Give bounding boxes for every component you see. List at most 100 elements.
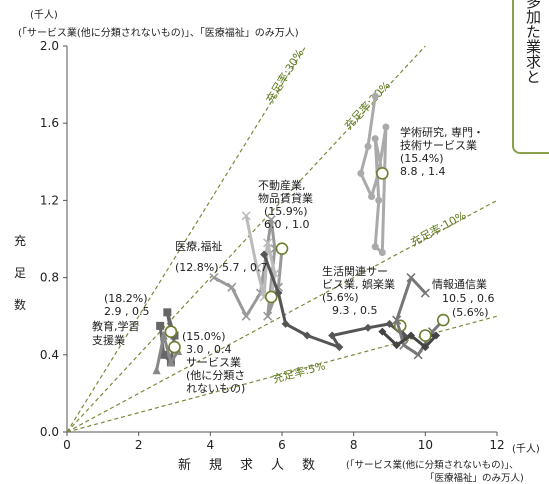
annotation-label: (12.8%): [175, 261, 219, 274]
x-unit: (千人): [512, 443, 540, 455]
y-tick-label: 0.4: [40, 348, 59, 362]
annotation-label: 5.7 , 0.7: [222, 261, 267, 274]
y-ticks: 0.0 0.4 0.8 1.2 1.6 2.0: [40, 39, 67, 439]
annotation-label: ビス業, 娯楽業: [322, 277, 395, 291]
data-point: [378, 327, 387, 336]
data-point: [385, 319, 394, 328]
annotation-label: (他に分類さ: [186, 369, 245, 382]
data-point: [406, 273, 416, 283]
data-point: [382, 123, 390, 131]
data-point: [335, 343, 344, 352]
data-point: [432, 331, 441, 340]
reference-line: [67, 46, 426, 432]
data-point: [421, 343, 430, 352]
data-point: [266, 215, 276, 225]
annotation-label: (18.2%): [104, 292, 148, 305]
data-point: [166, 357, 175, 367]
x-note-1: (「サービス業(他に分類されないもの)」、: [346, 459, 519, 471]
series-group: [152, 92, 450, 375]
data-point: [371, 135, 379, 143]
annotation-label: 9.3 , 0.5: [332, 304, 377, 317]
annotation-label: (5.6%): [452, 306, 489, 319]
annotation-label: 技術サービス業: [400, 139, 477, 152]
data-point: [260, 250, 269, 259]
annotation-label: (15.0%): [182, 330, 226, 343]
data-point: [252, 263, 262, 273]
annotation-label: 3.0 , 0.4: [186, 343, 231, 356]
series-endpoint: [436, 313, 450, 327]
data-point: [209, 273, 219, 283]
data-point: [159, 330, 168, 340]
series-endpoint: [168, 340, 181, 354]
y-axis-label-char: 充: [14, 233, 26, 248]
y-tick-label: 0.0: [40, 425, 59, 439]
annotation-label: れないもの): [186, 382, 245, 395]
series-endpoint: [264, 290, 278, 304]
annotation-label: (15.4%): [400, 152, 444, 165]
data-point: [371, 92, 379, 100]
data-point: [420, 288, 430, 298]
reference-line-label: 充足率:10%: [408, 208, 468, 249]
data-point: [364, 142, 372, 150]
data-point: [303, 331, 312, 340]
data-point: [227, 282, 237, 292]
y-tick-label: 1.2: [40, 193, 59, 207]
series: [392, 273, 450, 360]
data-point: [368, 193, 376, 201]
annotation-label: 支援業: [92, 333, 125, 347]
data-point: [156, 321, 165, 330]
annotation-label: 10.5 , 0.6: [442, 292, 494, 305]
y-unit: (千人): [30, 9, 58, 21]
data-point: [263, 238, 273, 248]
y-axis-label-char: 足: [14, 266, 26, 280]
annotation-label: (15.9%): [264, 205, 308, 218]
series-endpoint: [419, 329, 432, 342]
annotation-label: 情報通信業: [432, 278, 487, 291]
annotations: 学術研究, 専門・技術サービス業(15.4%)8.8 , 1.4 不動産業,物品賃…: [92, 125, 494, 395]
annotation-label: 教育,学習: [92, 319, 140, 333]
data-point: [357, 169, 365, 177]
annotation-label: サービス業: [186, 356, 241, 369]
reference-line: [67, 199, 497, 432]
data-point: [163, 308, 172, 317]
x-tick-label: 10: [418, 438, 433, 452]
data-point: [263, 311, 273, 321]
annotation-label: 生活関連サー: [322, 264, 388, 278]
data-point: [378, 249, 386, 257]
data-point: [413, 350, 423, 360]
y-tick-label: 2.0: [40, 39, 59, 53]
x-tick-label: 2: [135, 438, 143, 452]
x-tick-label: 12: [489, 438, 504, 452]
side-panel: [512, 0, 549, 154]
series-endpoint: [164, 325, 178, 338]
data-point: [328, 331, 337, 340]
series: [357, 92, 390, 257]
y-tick-label: 1.6: [40, 116, 59, 130]
data-point: [152, 365, 161, 375]
series-endpoint: [376, 167, 389, 180]
x-tick-label: 4: [207, 438, 215, 452]
x-note-2: 「医療福祉」のみ万人): [425, 472, 524, 484]
annotation-label: 物品賃貸業: [258, 191, 313, 205]
data-point: [241, 211, 251, 221]
series: [152, 330, 183, 375]
annotation-label: 不動産業,: [258, 178, 306, 192]
reference-line-label: 充足率:30%: [263, 46, 307, 105]
data-point: [281, 319, 290, 328]
data-point: [371, 243, 379, 251]
series: [378, 327, 441, 352]
annotation-label: 8.8 , 1.4: [400, 165, 445, 178]
data-point: [159, 350, 168, 359]
data-point: [375, 196, 383, 204]
x-tick-label: 0: [63, 438, 71, 452]
reference-line-label: 充足率:5%: [271, 358, 327, 386]
annotation-label: 2.9 , 0.5: [104, 305, 149, 318]
annotation-label: 医療,福祉: [175, 239, 223, 253]
annotation-label: 6.0 , 1.0: [264, 218, 309, 231]
x-ticks: 0 2 4 6 8 10 12: [63, 432, 505, 452]
data-point: [241, 311, 251, 321]
annotation-label: 学術研究, 専門・: [400, 125, 484, 139]
data-point: [407, 331, 415, 340]
y-tick-label: 0.8: [40, 271, 59, 285]
